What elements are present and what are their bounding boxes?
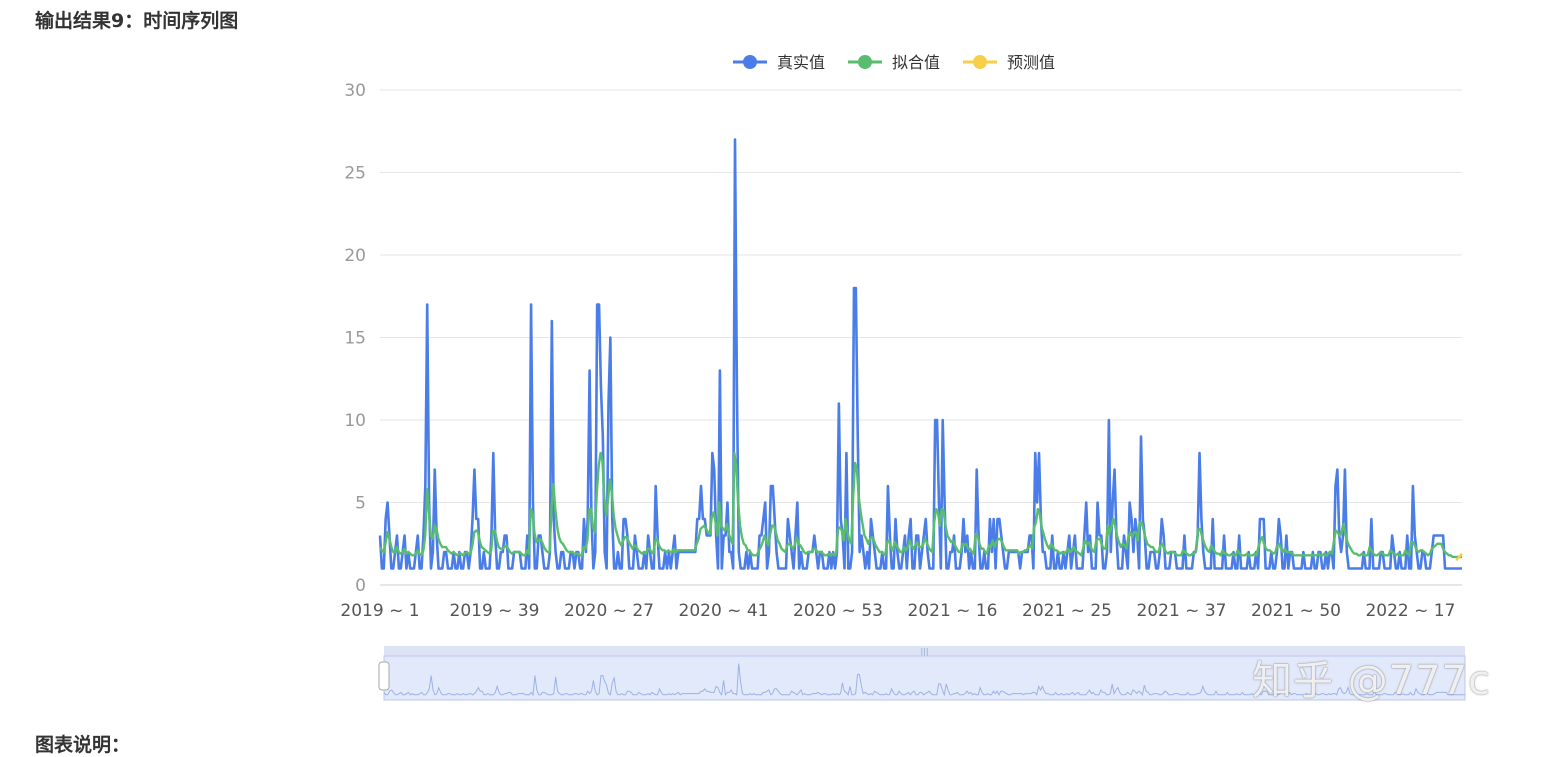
slider-top-bar[interactable] [384,646,1465,656]
x-axis: 2019 ~ 1 2019 ~ 39 2020 ~ 27 2020 ~ 41 2020 … [340,584,1462,621]
y-tick-label: 20 [344,246,366,266]
y-tick-label: 30 [344,81,366,101]
y-tick-label: 0 [355,576,366,596]
legend-item-fitted[interactable]: 拟合值 [848,53,940,72]
x-tick-label: 2021 ~ 25 [1022,601,1112,621]
data-zoom-slider[interactable]: ||| [378,646,1466,701]
y-tick-label: 10 [344,411,366,431]
slider-preview-line [383,663,1465,697]
series-layer [378,138,1463,570]
y-axis-ticks: 0 5 10 15 20 25 30 [344,81,366,596]
x-tick-label: 2021 ~ 50 [1251,601,1341,621]
legend-label: 拟合值 [892,53,940,72]
legend-dot-icon [858,55,872,69]
next-section-title: 图表说明： [35,734,131,756]
slider-left-handle[interactable] [378,661,390,691]
series-line-actual [378,138,1462,570]
y-tick-label: 25 [344,164,366,184]
series-line-forecast [1455,552,1463,562]
y-tick-label: 5 [355,494,366,514]
x-tick-label: 2021 ~ 37 [1137,601,1227,621]
x-tick-label: 2022 ~ 17 [1365,601,1455,621]
watermark: 知乎 @777c [1252,658,1492,704]
legend-label: 真实值 [777,53,825,72]
x-tick-label: 2019 ~ 1 [340,601,419,621]
x-tick-label: 2020 ~ 41 [679,601,769,621]
legend-dot-icon [743,55,757,69]
x-tick-label: 2019 ~ 39 [450,601,540,621]
series-line-fitted [378,451,1462,559]
section-title: 输出结果9：时间序列图 [35,10,239,32]
legend[interactable]: 真实值 拟合值 预测值 [733,53,1055,72]
legend-dot-icon [973,55,987,69]
slider-grip-icon[interactable]: ||| [920,647,928,656]
legend-item-actual[interactable]: 真实值 [733,53,825,72]
legend-label: 预测值 [1007,53,1055,72]
grid-lines [380,89,1462,586]
y-tick-label: 15 [344,329,366,349]
x-tick-label: 2021 ~ 16 [908,601,998,621]
x-tick-label: 2020 ~ 27 [564,601,654,621]
legend-item-forecast[interactable]: 预测值 [963,53,1055,72]
x-tick-label: 2020 ~ 53 [793,601,883,621]
